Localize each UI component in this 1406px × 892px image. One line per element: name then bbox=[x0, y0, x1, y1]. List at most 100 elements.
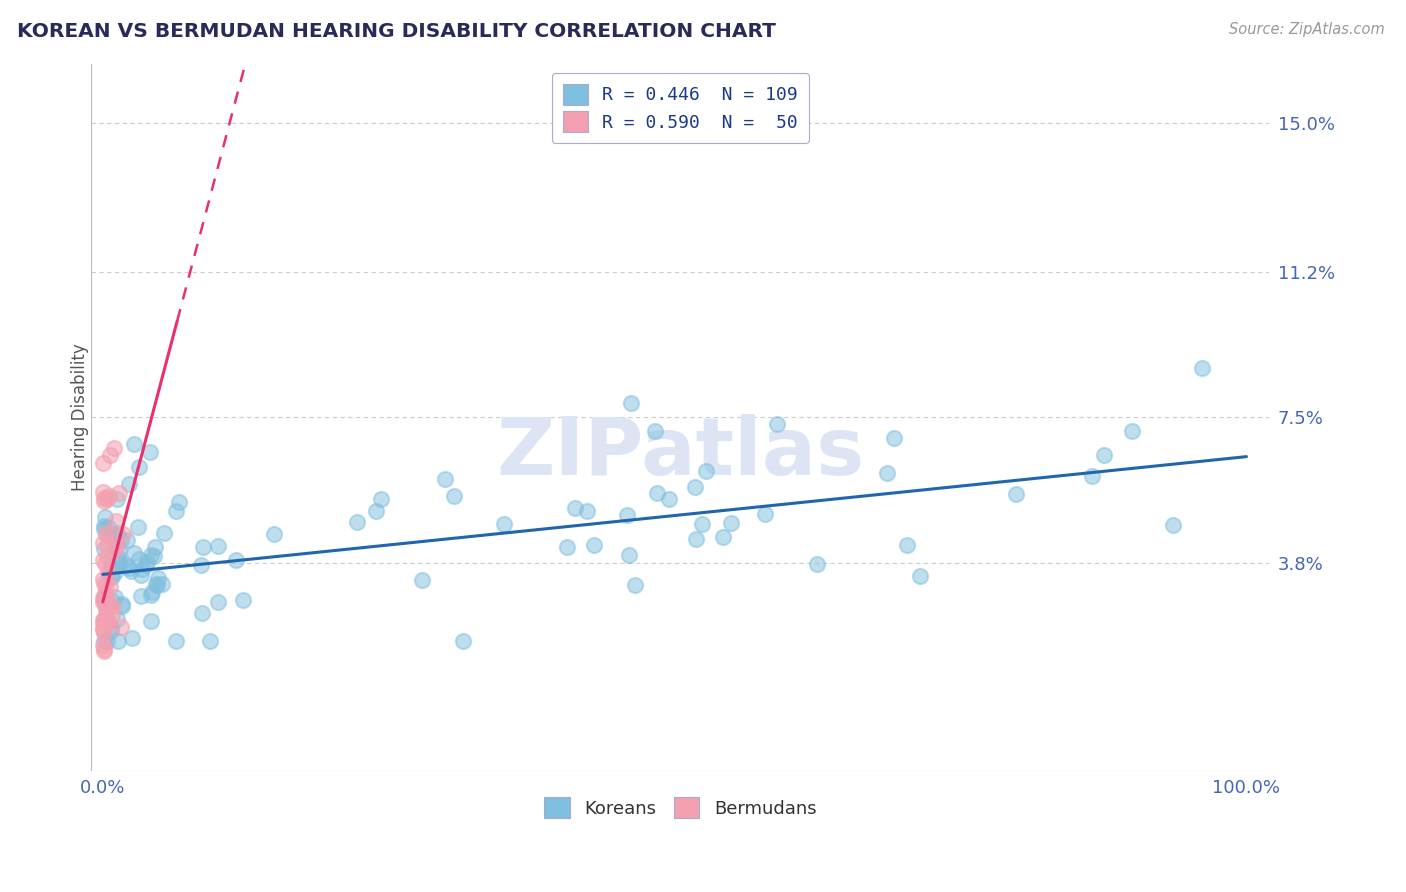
Point bbox=[122, 546, 145, 560]
Point bbox=[94, 578, 117, 592]
Point bbox=[207, 539, 229, 553]
Point bbox=[93, 589, 115, 603]
Point bbox=[96, 593, 118, 607]
Point bbox=[364, 504, 387, 518]
Point bbox=[96, 634, 118, 648]
Point bbox=[93, 491, 115, 505]
Point bbox=[141, 548, 163, 562]
Point bbox=[91, 613, 114, 627]
Point bbox=[616, 508, 638, 523]
Point bbox=[143, 549, 166, 563]
Point bbox=[101, 594, 124, 608]
Point bbox=[411, 573, 433, 587]
Point bbox=[104, 527, 127, 541]
Point bbox=[110, 619, 132, 633]
Point bbox=[91, 553, 114, 567]
Point bbox=[94, 528, 117, 542]
Point bbox=[94, 614, 117, 628]
Point bbox=[107, 557, 129, 571]
Point bbox=[94, 557, 117, 571]
Point bbox=[150, 576, 173, 591]
Point bbox=[896, 537, 918, 551]
Point bbox=[93, 626, 115, 640]
Point bbox=[121, 631, 143, 645]
Point bbox=[103, 441, 125, 455]
Y-axis label: Hearing Disability: Hearing Disability bbox=[72, 343, 89, 491]
Point bbox=[695, 464, 717, 478]
Point bbox=[128, 551, 150, 566]
Point bbox=[492, 517, 515, 532]
Point bbox=[98, 448, 121, 462]
Point bbox=[93, 575, 115, 590]
Point bbox=[100, 570, 122, 584]
Point bbox=[620, 395, 643, 409]
Point bbox=[91, 591, 114, 605]
Point bbox=[93, 536, 115, 550]
Point bbox=[93, 615, 115, 630]
Text: ZIPatlas: ZIPatlas bbox=[496, 414, 865, 491]
Point bbox=[127, 519, 149, 533]
Point bbox=[129, 589, 152, 603]
Legend: Koreans, Bermudans: Koreans, Bermudans bbox=[537, 790, 824, 825]
Point bbox=[91, 572, 114, 586]
Point bbox=[165, 634, 187, 648]
Point bbox=[96, 602, 118, 616]
Point bbox=[191, 606, 214, 620]
Point bbox=[97, 520, 120, 534]
Point bbox=[100, 620, 122, 634]
Point bbox=[200, 634, 222, 648]
Point bbox=[108, 555, 131, 569]
Point bbox=[111, 599, 134, 613]
Point bbox=[139, 444, 162, 458]
Point bbox=[105, 526, 128, 541]
Point bbox=[93, 519, 115, 533]
Point bbox=[104, 515, 127, 529]
Point bbox=[139, 615, 162, 629]
Point bbox=[96, 549, 118, 563]
Point bbox=[1191, 360, 1213, 375]
Point bbox=[139, 588, 162, 602]
Point bbox=[766, 417, 789, 431]
Point bbox=[91, 639, 114, 653]
Point bbox=[94, 609, 117, 624]
Point bbox=[93, 522, 115, 536]
Point bbox=[107, 491, 129, 506]
Point bbox=[96, 615, 118, 629]
Point bbox=[100, 624, 122, 638]
Point bbox=[1092, 448, 1115, 462]
Point bbox=[1121, 424, 1143, 438]
Point bbox=[346, 515, 368, 529]
Point bbox=[97, 489, 120, 503]
Point bbox=[190, 558, 212, 573]
Point bbox=[93, 541, 115, 556]
Point bbox=[98, 580, 121, 594]
Point bbox=[806, 557, 828, 571]
Point bbox=[118, 477, 141, 491]
Point bbox=[645, 486, 668, 500]
Point bbox=[91, 595, 114, 609]
Point bbox=[97, 566, 120, 581]
Point bbox=[111, 597, 134, 611]
Point bbox=[104, 543, 127, 558]
Point bbox=[118, 561, 141, 575]
Point bbox=[624, 578, 647, 592]
Point bbox=[135, 558, 157, 573]
Point bbox=[105, 538, 128, 552]
Point bbox=[122, 437, 145, 451]
Text: KOREAN VS BERMUDAN HEARING DISABILITY CORRELATION CHART: KOREAN VS BERMUDAN HEARING DISABILITY CO… bbox=[17, 22, 776, 41]
Point bbox=[91, 485, 114, 500]
Point bbox=[91, 457, 114, 471]
Point bbox=[111, 526, 134, 541]
Point bbox=[165, 504, 187, 518]
Point bbox=[105, 612, 128, 626]
Point bbox=[104, 531, 127, 545]
Point bbox=[107, 550, 129, 565]
Point bbox=[908, 568, 931, 582]
Point bbox=[115, 558, 138, 572]
Point bbox=[141, 585, 163, 599]
Point bbox=[207, 595, 229, 609]
Point bbox=[434, 473, 457, 487]
Point bbox=[93, 592, 115, 607]
Point bbox=[644, 424, 666, 438]
Point bbox=[169, 494, 191, 508]
